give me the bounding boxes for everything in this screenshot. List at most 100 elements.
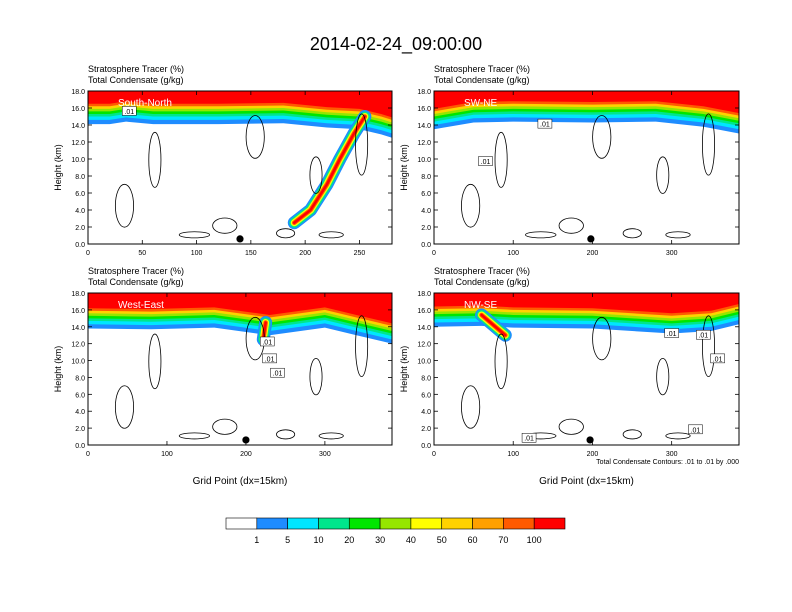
contour-label-box-1 xyxy=(696,329,711,340)
contour-label-2: .01 xyxy=(713,356,723,363)
contour-1 xyxy=(558,418,584,435)
x-tick-label: 0 xyxy=(432,250,436,257)
tracer-band-7 xyxy=(434,91,739,114)
contour-4 xyxy=(665,432,691,440)
y-tick-label: 18.0 xyxy=(417,291,431,298)
contour-label-box-0 xyxy=(537,118,553,129)
colorbar-cell-6 xyxy=(410,517,443,530)
contour-2 xyxy=(622,228,642,239)
contour-8 xyxy=(702,113,716,176)
panel-title-line1: Stratosphere Tracer (%) xyxy=(88,266,184,276)
colorbar-cell-2 xyxy=(287,517,319,530)
colorbar-label-2: 10 xyxy=(313,535,323,545)
contour-label-0: .01 xyxy=(667,331,677,338)
y-tick-label: 16.0 xyxy=(417,106,431,113)
x-tick-label: 250 xyxy=(354,250,366,257)
contour-4 xyxy=(318,231,344,239)
contour-note: Total Condensate Contours: .01 to .01 by… xyxy=(596,459,739,466)
y-axis-label: Height (km) xyxy=(399,346,409,393)
y-tick-label: 2.0 xyxy=(421,426,431,433)
contour-2 xyxy=(276,228,296,239)
y-tick-label: 16.0 xyxy=(417,308,431,315)
colorbar-cell-4 xyxy=(348,517,381,530)
y-tick-label: 6.0 xyxy=(75,191,85,198)
x-tick-label: 200 xyxy=(299,250,311,257)
contour-label-2: .01 xyxy=(273,371,283,378)
colorbar-label-0: 1 xyxy=(254,535,259,545)
contour-4 xyxy=(318,432,344,440)
contour-1 xyxy=(212,217,238,234)
x-tick-label: 100 xyxy=(161,451,173,458)
contour-1 xyxy=(558,217,584,234)
contour-6 xyxy=(592,115,612,159)
location-marker xyxy=(236,235,244,243)
colorbar-cell-7 xyxy=(441,517,473,530)
panel-west-east: .01 .01 .01 West-East Stratosphere Tracer (%… xyxy=(53,266,393,487)
contour-label-box-0 xyxy=(122,106,137,116)
x-tick-label: 0 xyxy=(86,250,90,257)
colorbar-cell-3 xyxy=(318,517,350,530)
panel-frame xyxy=(433,292,740,446)
y-tick-label: 12.0 xyxy=(417,342,431,349)
y-tick-label: 8.0 xyxy=(75,174,85,181)
contour-0 xyxy=(114,183,135,228)
contour-label-0: .01 xyxy=(540,122,550,129)
contour-8 xyxy=(355,113,369,176)
y-tick-label: 10.0 xyxy=(417,157,431,164)
y-tick-label: 8.0 xyxy=(421,375,431,382)
panel-title-line1: Stratosphere Tracer (%) xyxy=(434,266,530,276)
panel-frame xyxy=(87,90,393,245)
contour-7 xyxy=(309,357,323,396)
x-tick-label: 100 xyxy=(507,451,519,458)
panel-title-line2: Total Condensate (g/kg) xyxy=(434,277,530,287)
contour-0 xyxy=(114,385,135,429)
location-marker xyxy=(242,436,250,444)
contour-3 xyxy=(525,231,557,239)
contour-label-box-3 xyxy=(521,432,537,443)
colorbar-label-3: 20 xyxy=(344,535,354,545)
y-tick-label: 12.0 xyxy=(71,342,85,349)
contour-label-box-0 xyxy=(259,336,275,347)
colorbar-label-4: 30 xyxy=(375,535,385,545)
y-tick-label: 8.0 xyxy=(421,174,431,181)
panel-title-line1: Stratosphere Tracer (%) xyxy=(434,64,530,74)
contour-label-3: .01 xyxy=(524,436,534,443)
y-tick-label: 2.0 xyxy=(75,225,85,232)
x-axis-label: Grid Point (dx=15km) xyxy=(539,476,634,487)
contour-5 xyxy=(148,333,162,390)
x-tick-label: 300 xyxy=(319,451,331,458)
contour-5 xyxy=(494,333,508,390)
y-tick-label: 2.0 xyxy=(421,225,431,232)
contour-label-box-2 xyxy=(710,353,725,364)
contour-label-1: .01 xyxy=(481,159,491,166)
y-tick-label: 14.0 xyxy=(417,325,431,332)
y-tick-label: 4.0 xyxy=(421,208,431,215)
colorbar-label-1: 5 xyxy=(285,535,290,545)
contour-label-0: .01 xyxy=(124,109,134,116)
panel-field: .01 .01 SW-NE xyxy=(434,91,739,244)
contour-label-1: .01 xyxy=(698,333,708,340)
y-tick-label: 2.0 xyxy=(75,426,85,433)
panel-title-line2: Total Condensate (g/kg) xyxy=(88,75,184,85)
x-tick-label: 0 xyxy=(432,451,436,458)
panel-field: .01 .01 .01 West-East xyxy=(88,293,392,445)
x-tick-label: 150 xyxy=(245,250,257,257)
contour-2 xyxy=(622,429,642,440)
panel-title-line1: Stratosphere Tracer (%) xyxy=(88,64,184,74)
contour-5 xyxy=(148,131,162,188)
panel-title-line2: Total Condensate (g/kg) xyxy=(434,75,530,85)
x-tick-label: 100 xyxy=(191,250,203,257)
contour-label-box-1 xyxy=(478,156,493,166)
location-marker xyxy=(587,235,595,243)
y-tick-label: 8.0 xyxy=(75,375,85,382)
y-tick-label: 6.0 xyxy=(421,392,431,399)
tracer-band-7 xyxy=(88,91,392,118)
colorbar: 1 5 10 20 30 40 50 60 70 100 xyxy=(225,517,566,545)
contour-8 xyxy=(702,315,716,378)
colorbar-cell-5 xyxy=(379,517,412,530)
y-tick-label: 14.0 xyxy=(71,123,85,130)
colorbar-cell-8 xyxy=(472,517,504,530)
y-tick-label: 10.0 xyxy=(71,359,85,366)
panel-label: NW-SE xyxy=(464,300,497,311)
colorbar-label-6: 50 xyxy=(437,535,447,545)
